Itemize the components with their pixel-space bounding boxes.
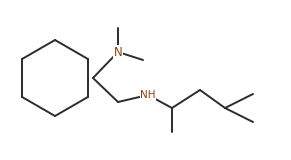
Text: NH: NH [140,90,156,100]
Text: N: N [113,45,123,59]
